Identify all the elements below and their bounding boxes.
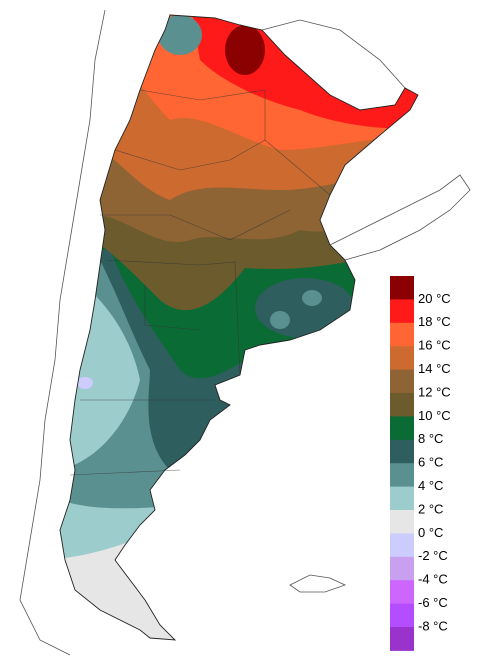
legend-swatch (390, 393, 414, 417)
legend-swatch (390, 299, 414, 324)
legend-label: 14 °C (418, 361, 451, 376)
legend-label: -4 °C (418, 572, 448, 587)
legend-swatch (390, 416, 414, 441)
legend-label: 6 °C (418, 455, 443, 470)
legend-swatch (390, 603, 414, 628)
legend-swatch (390, 580, 414, 605)
legend-swatch (390, 369, 414, 394)
legend-label: 0 °C (418, 525, 443, 540)
legend-label: 2 °C (418, 501, 443, 516)
legend-label: -6 °C (418, 595, 448, 610)
legend-label: -2 °C (418, 548, 448, 563)
legend-swatch (390, 627, 414, 651)
legend-swatch (390, 533, 414, 558)
province-lines (69, 89, 331, 476)
country-outline (59, 14, 419, 641)
legend-label: 16 °C (418, 338, 451, 353)
legend: 20 °C 18 °C 16 °C 14 °C 12 °C 10 °C 8 °C 6 °C 4 … (390, 276, 451, 651)
legend-label: 8 °C (418, 431, 443, 446)
legend-swatch (390, 486, 414, 511)
neighbor-outlines (19, 9, 471, 656)
legend-label: 4 °C (418, 478, 443, 493)
legend-swatch (390, 322, 414, 347)
legend-swatch (390, 276, 414, 300)
legend-swatch (390, 463, 414, 488)
legend-label: -8 °C (418, 618, 448, 633)
legend-label: 10 °C (418, 408, 451, 423)
legend-label: 18 °C (418, 314, 451, 329)
legend-label: 20 °C (418, 291, 451, 306)
legend-swatch (390, 556, 414, 581)
legend-label: 12 °C (418, 384, 451, 399)
legend-swatch (390, 439, 414, 464)
legend-swatch (390, 510, 414, 534)
legend-swatch (390, 346, 414, 371)
